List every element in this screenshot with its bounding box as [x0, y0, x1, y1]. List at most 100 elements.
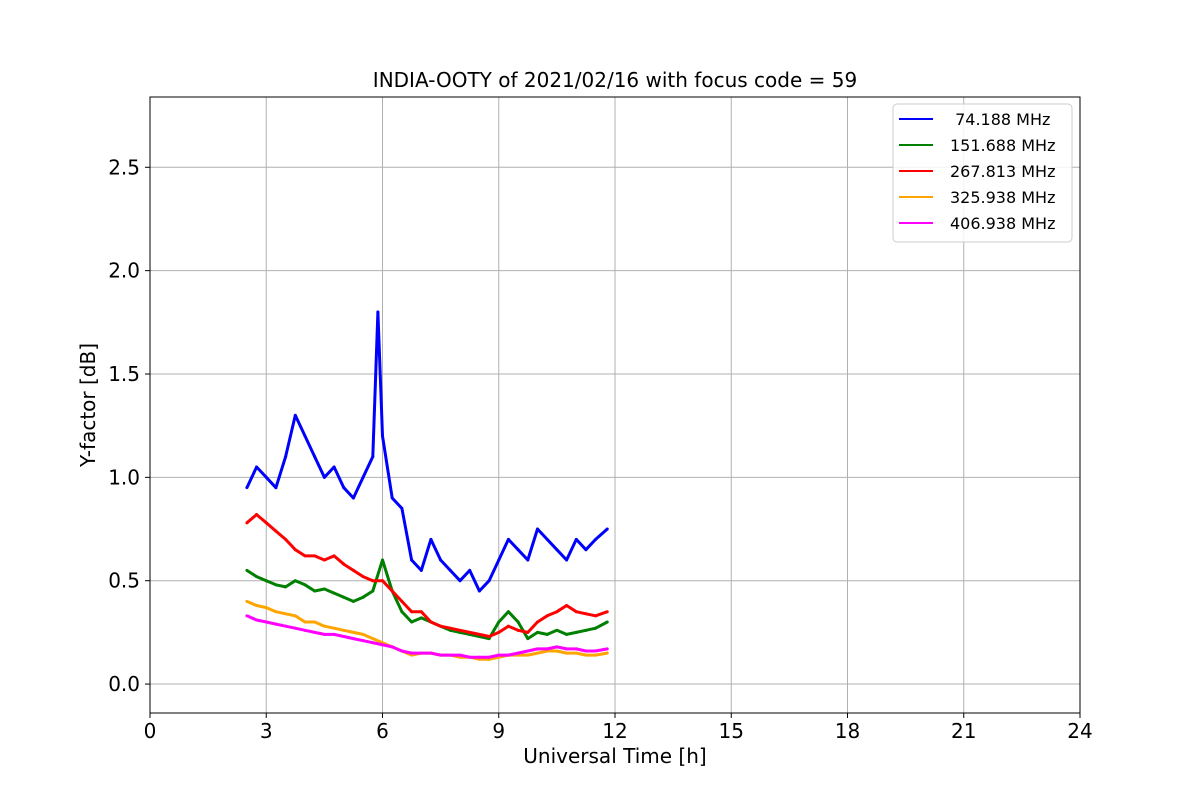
legend-item: 325.938 MHz — [899, 188, 1055, 207]
data-point — [526, 558, 530, 562]
data-point — [381, 434, 384, 438]
data-point — [565, 558, 569, 562]
legend-label: 74.188 MHz — [950, 110, 1050, 129]
data-point — [506, 537, 510, 541]
data-point — [361, 595, 365, 599]
data-point — [594, 626, 598, 630]
data-point — [594, 649, 598, 653]
data-point — [293, 614, 297, 618]
data-point — [342, 562, 346, 566]
data-point — [536, 620, 539, 624]
data-point — [468, 655, 472, 659]
data-point — [381, 558, 384, 562]
data-point — [371, 637, 375, 641]
data-point — [605, 527, 609, 531]
data-point — [419, 568, 423, 572]
data-point — [555, 649, 559, 653]
data-point — [332, 591, 336, 595]
x-axis-label: Universal Time [h] — [523, 744, 706, 768]
series-2 — [245, 513, 609, 639]
data-point — [439, 653, 443, 657]
data-point — [400, 610, 404, 614]
x-tick-label: 0 — [144, 719, 157, 743]
data-point — [506, 624, 510, 628]
data-point — [526, 649, 530, 653]
data-point — [574, 647, 578, 651]
data-point — [284, 624, 288, 628]
data-point — [439, 558, 443, 562]
data-point — [361, 632, 365, 636]
y-tick-label: 2.5 — [108, 155, 140, 179]
data-point — [361, 475, 365, 479]
data-point — [497, 558, 501, 562]
data-point — [410, 651, 414, 655]
series-line — [246, 614, 608, 659]
data-point — [477, 655, 481, 659]
data-point — [284, 585, 288, 589]
legend: 74.188 MHz 151.688 MHz 267.813 MHz 325.938 … — [892, 103, 1073, 243]
data-point — [468, 630, 472, 634]
data-point — [376, 310, 380, 314]
series-0 — [245, 310, 609, 593]
x-tick-label: 24 — [1067, 719, 1092, 743]
data-point — [555, 628, 559, 632]
data-point — [506, 653, 510, 657]
y-tick-label: 0.0 — [108, 672, 140, 696]
data-point — [497, 630, 501, 634]
data-point — [506, 610, 510, 614]
legend-label: 267.813 MHz — [950, 162, 1055, 181]
series-group — [245, 310, 609, 661]
data-point — [351, 496, 355, 500]
data-point — [351, 630, 355, 634]
data-point — [458, 653, 462, 657]
data-point — [255, 618, 259, 622]
data-point — [332, 632, 336, 636]
data-point — [429, 620, 433, 624]
legend-item: 151.688 MHz — [899, 136, 1055, 155]
data-point — [284, 537, 288, 541]
data-point — [332, 465, 336, 469]
data-point — [526, 637, 530, 641]
data-point — [410, 558, 414, 562]
y-axis-label: Y-factor [dB] — [76, 343, 100, 468]
y-tick-label: 1.5 — [108, 362, 140, 386]
legend-item: 74.188 MHz — [899, 110, 1050, 129]
series-line — [246, 558, 609, 641]
data-point — [313, 630, 317, 634]
data-point — [584, 612, 588, 616]
data-point — [361, 575, 365, 579]
data-point — [264, 606, 268, 610]
data-point — [400, 599, 404, 603]
data-point — [390, 496, 394, 500]
data-point — [574, 651, 578, 655]
data-point — [574, 537, 578, 541]
data-point — [322, 587, 326, 591]
data-point — [293, 548, 297, 552]
data-point — [487, 579, 491, 583]
data-point — [245, 521, 249, 525]
x-tick-label: 18 — [835, 719, 860, 743]
data-point — [255, 513, 259, 517]
data-point — [255, 604, 259, 608]
data-point — [594, 614, 598, 618]
data-point — [594, 653, 598, 657]
data-point — [410, 610, 414, 614]
data-point — [448, 568, 452, 572]
data-point — [574, 630, 578, 634]
y-tick-label: 2.0 — [108, 259, 140, 283]
data-point — [245, 568, 249, 572]
data-point — [371, 579, 375, 583]
data-point — [516, 620, 520, 624]
data-point — [584, 653, 588, 657]
data-point — [255, 575, 259, 579]
data-point — [497, 620, 501, 624]
data-point — [313, 554, 317, 558]
data-point — [322, 632, 326, 636]
data-point — [274, 529, 278, 533]
data-point — [351, 568, 355, 572]
data-point — [516, 651, 520, 655]
data-point — [605, 647, 609, 651]
data-point — [536, 630, 539, 634]
x-tick-label: 3 — [260, 719, 273, 743]
